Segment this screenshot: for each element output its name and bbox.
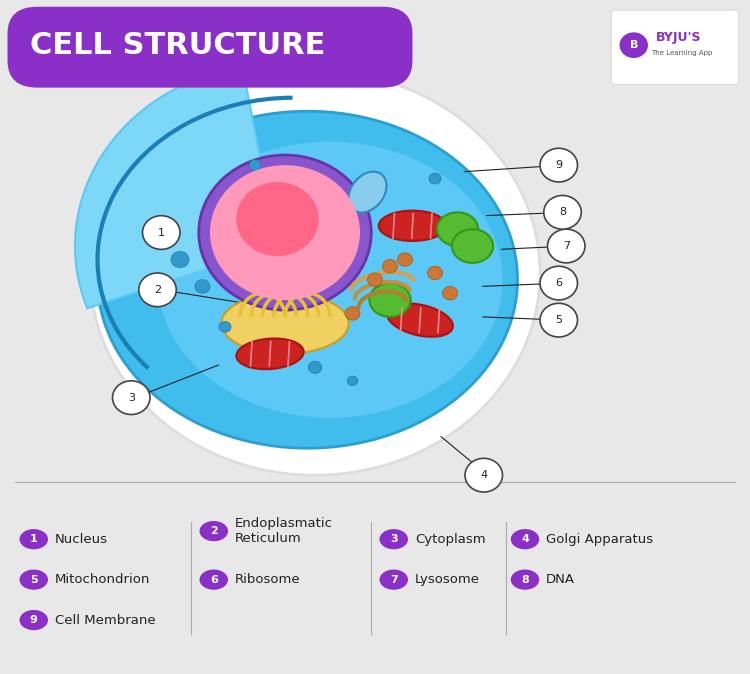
Circle shape xyxy=(210,165,360,300)
Circle shape xyxy=(368,273,382,286)
Text: 1: 1 xyxy=(158,228,165,237)
Text: 9: 9 xyxy=(30,615,38,625)
Circle shape xyxy=(548,229,585,263)
Circle shape xyxy=(308,361,322,373)
Ellipse shape xyxy=(436,212,478,246)
Text: 6: 6 xyxy=(555,278,562,288)
Circle shape xyxy=(195,280,210,293)
Ellipse shape xyxy=(20,529,48,549)
Text: Lysosome: Lysosome xyxy=(415,573,480,586)
Text: 5: 5 xyxy=(30,575,38,584)
Text: B: B xyxy=(629,40,638,50)
Circle shape xyxy=(540,303,578,337)
Ellipse shape xyxy=(511,529,539,549)
Text: 6: 6 xyxy=(210,575,218,584)
Ellipse shape xyxy=(387,303,453,337)
Text: Endoplasmatic
Reticulum: Endoplasmatic Reticulum xyxy=(235,517,333,545)
Text: 4: 4 xyxy=(480,470,488,480)
Ellipse shape xyxy=(158,142,503,418)
Circle shape xyxy=(429,173,441,184)
Text: 1: 1 xyxy=(30,534,38,544)
Circle shape xyxy=(236,182,319,256)
Circle shape xyxy=(540,148,578,182)
Text: The Learning App: The Learning App xyxy=(651,50,712,55)
Circle shape xyxy=(199,155,371,310)
Text: 7: 7 xyxy=(390,575,398,584)
Text: 7: 7 xyxy=(562,241,570,251)
Ellipse shape xyxy=(380,570,408,590)
Circle shape xyxy=(139,273,176,307)
Ellipse shape xyxy=(20,570,48,590)
Ellipse shape xyxy=(200,521,228,541)
Ellipse shape xyxy=(236,338,304,369)
Circle shape xyxy=(142,216,180,249)
Circle shape xyxy=(442,286,458,300)
Text: Nucleus: Nucleus xyxy=(55,532,108,546)
Text: Cell Membrane: Cell Membrane xyxy=(55,613,155,627)
Circle shape xyxy=(544,195,581,229)
Ellipse shape xyxy=(221,293,349,354)
Wedge shape xyxy=(75,67,278,308)
Text: DNA: DNA xyxy=(546,573,575,586)
Circle shape xyxy=(465,458,503,492)
Ellipse shape xyxy=(98,111,518,448)
Text: Ribosome: Ribosome xyxy=(235,573,300,586)
Text: 5: 5 xyxy=(555,315,562,325)
Circle shape xyxy=(249,160,261,171)
Circle shape xyxy=(347,376,358,386)
Ellipse shape xyxy=(369,283,411,317)
FancyBboxPatch shape xyxy=(8,7,412,88)
Text: Golgi Apparatus: Golgi Apparatus xyxy=(546,532,653,546)
Text: 2: 2 xyxy=(210,526,218,536)
Ellipse shape xyxy=(379,210,446,241)
Circle shape xyxy=(219,321,231,332)
Circle shape xyxy=(427,266,442,280)
Text: 2: 2 xyxy=(154,285,161,295)
Circle shape xyxy=(345,307,360,320)
Circle shape xyxy=(540,266,578,300)
Ellipse shape xyxy=(452,229,494,263)
Circle shape xyxy=(382,259,398,273)
Ellipse shape xyxy=(511,570,539,590)
Circle shape xyxy=(620,33,647,57)
Circle shape xyxy=(398,253,412,266)
Text: 4: 4 xyxy=(521,534,529,544)
Ellipse shape xyxy=(349,172,386,212)
Text: 9: 9 xyxy=(555,160,562,170)
Text: BYJU'S: BYJU'S xyxy=(656,30,702,44)
Text: Mitochondrion: Mitochondrion xyxy=(55,573,150,586)
Text: CELL STRUCTURE: CELL STRUCTURE xyxy=(30,31,326,61)
Ellipse shape xyxy=(380,529,408,549)
Circle shape xyxy=(112,381,150,415)
Circle shape xyxy=(171,251,189,268)
Circle shape xyxy=(90,71,540,475)
Ellipse shape xyxy=(20,610,48,630)
Text: 3: 3 xyxy=(390,534,398,544)
Text: 3: 3 xyxy=(128,393,135,402)
Ellipse shape xyxy=(200,570,228,590)
Text: Cytoplasm: Cytoplasm xyxy=(415,532,485,546)
Text: 8: 8 xyxy=(559,208,566,217)
FancyBboxPatch shape xyxy=(611,10,739,84)
Text: 8: 8 xyxy=(521,575,529,584)
